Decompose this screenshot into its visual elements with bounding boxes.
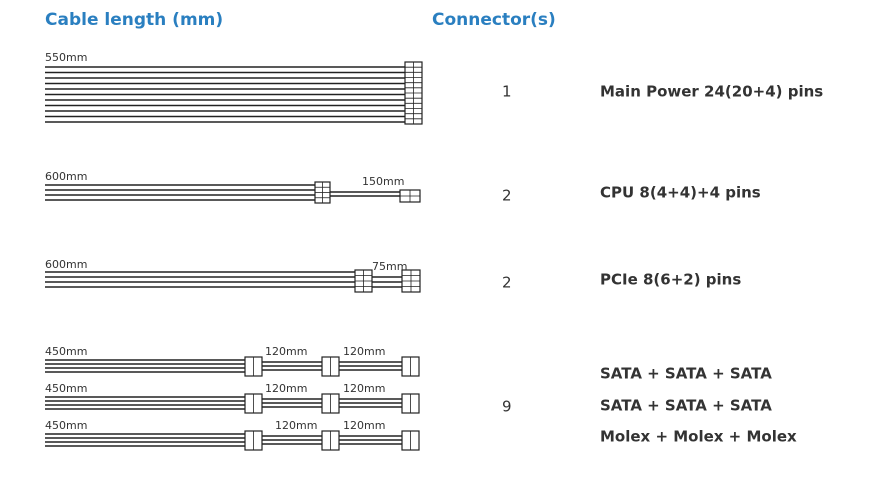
length-label: 75mm [372,260,407,273]
length-label: 120mm [343,382,385,395]
count: 2 [502,187,512,205]
length-label: 120mm [265,345,307,358]
connector-name: SATA + SATA + SATA [600,397,772,415]
length-label: 450mm [45,382,87,395]
header: Connector(s) [432,10,556,30]
wires [45,61,423,451]
connector-name: PCIe 8(6+2) pins [600,271,741,289]
connector-name: Main Power 24(20+4) pins [600,83,823,101]
count: 9 [502,398,512,416]
connector-name: SATA + SATA + SATA [600,365,772,383]
count: 2 [502,274,512,292]
length-label: 120mm [343,419,385,432]
length-label: 450mm [45,345,87,358]
length-label: 150mm [362,175,404,188]
connector-name: Molex + Molex + Molex [600,428,797,446]
length-label: 120mm [343,345,385,358]
connector-name: CPU 8(4+4)+4 pins [600,184,761,202]
header: Cable length (mm) [45,10,223,30]
count: 1 [502,83,512,101]
length-label: 600mm [45,258,87,271]
length-label: 450mm [45,419,87,432]
length-label: 600mm [45,170,87,183]
length-label: 120mm [275,419,317,432]
length-label: 120mm [265,382,307,395]
length-label: 550mm [45,51,87,64]
